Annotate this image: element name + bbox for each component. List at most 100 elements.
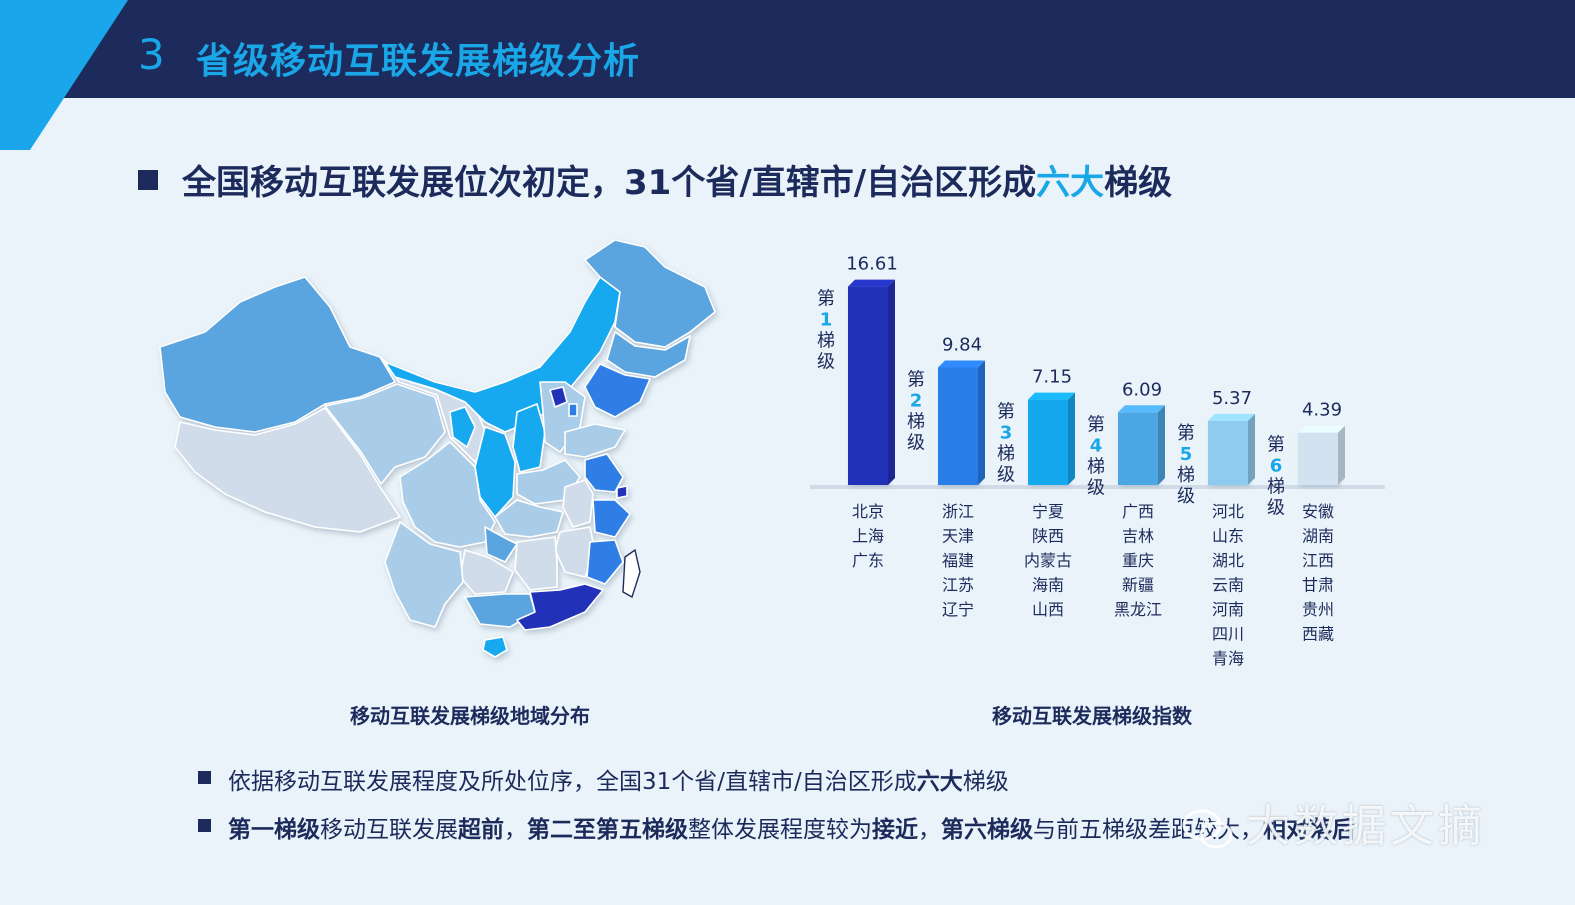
province-label: 湖北	[1212, 551, 1244, 570]
bar-1-top	[848, 279, 895, 287]
province-label: 江西	[1302, 551, 1334, 570]
bar-6-side	[1338, 425, 1345, 485]
map-caption: 移动互联发展梯级地域分布	[350, 704, 590, 728]
region-hubei	[494, 499, 564, 538]
bar-1-side	[888, 279, 895, 485]
region-shanxi	[512, 403, 546, 473]
headline-highlight: 六大	[1036, 163, 1105, 203]
bullet-1-text: 依据移动互联发展程度及所处位序，全国31个省/直辖市/自治区形成六大梯级	[228, 769, 1009, 795]
bullet-segment: 第一梯级	[228, 817, 320, 843]
tier-label-1-char: 级	[817, 352, 835, 373]
bar-4-side	[1158, 405, 1165, 485]
bar-2-top	[938, 360, 985, 368]
region-beijing	[549, 386, 568, 408]
province-label: 四川	[1212, 625, 1244, 644]
region-hunan	[514, 536, 558, 591]
bar-6-top	[1298, 425, 1345, 433]
bar-3-side	[1068, 392, 1075, 485]
region-ningxia	[449, 406, 476, 448]
bar-5-side	[1248, 413, 1255, 485]
bullet-2: 第一梯级移动互联发展超前，第二至第五梯级整体发展程度较为接近，第六梯级与前五梯级…	[198, 810, 1355, 858]
province-label: 山东	[1212, 527, 1244, 546]
province-label: 山西	[1032, 600, 1064, 619]
section-number: 3	[138, 30, 165, 79]
province-label: 广东	[852, 551, 884, 570]
region-zhejiang	[592, 499, 631, 538]
province-label: 青海	[1212, 649, 1244, 668]
bullet-segment: 六大	[916, 769, 963, 795]
tier-label-6-char: 6	[1270, 456, 1283, 477]
bullet-segment: 梯级	[962, 769, 1009, 795]
china-tier-map	[145, 232, 735, 672]
region-anhui	[562, 479, 594, 528]
bar-2	[938, 367, 978, 485]
bullet-segment: 整体发展程度较为	[688, 817, 872, 843]
header-accent-stripe	[0, 0, 128, 150]
tier-label-2-char: 级	[907, 432, 925, 453]
region-tianjin	[568, 403, 578, 417]
bar-3	[1028, 399, 1068, 485]
province-label: 吉林	[1122, 527, 1154, 546]
bar-1	[848, 286, 888, 485]
value-label-1: 16.61	[846, 254, 898, 275]
header-bar	[0, 0, 1575, 98]
tier-label-5-char: 5	[1180, 444, 1193, 465]
chart-caption: 移动互联发展梯级指数	[992, 704, 1192, 728]
tier-label-4-char: 第	[1087, 414, 1105, 435]
bullet-segment: 第六梯级	[941, 817, 1033, 843]
bullet-segment: 超前	[458, 817, 504, 843]
region-liaoning	[584, 363, 651, 418]
tier-label-3-char: 梯	[997, 444, 1015, 465]
province-label: 内蒙古	[1024, 551, 1072, 570]
bar-6	[1298, 432, 1338, 485]
province-label: 重庆	[1122, 551, 1154, 570]
bullet-segment: 相对落后	[1263, 817, 1355, 843]
province-label: 海南	[1032, 576, 1064, 595]
region-jilin	[606, 331, 691, 378]
bullet-segment: 移动互联发展	[320, 817, 458, 843]
tier-label-2-char: 2	[910, 390, 923, 411]
tier-label-5-char: 梯	[1177, 465, 1195, 486]
value-label-3: 7.15	[1032, 367, 1072, 388]
province-label: 河北	[1212, 502, 1244, 521]
province-label: 安徽	[1302, 502, 1334, 521]
tier-label-4-char: 4	[1090, 435, 1103, 456]
region-guangdong	[516, 583, 604, 631]
headline: 全国移动互联发展位次初定，31个省/直辖市/自治区形成六大梯级	[138, 155, 1172, 204]
bullet-segment: ，	[504, 817, 527, 843]
tier-label-6-char: 级	[1267, 498, 1285, 519]
region-heilongjiang	[584, 239, 716, 348]
tier-label-1-char: 第	[817, 289, 835, 310]
tier-label-1-char: 梯	[817, 331, 835, 352]
region-xinjiang	[159, 276, 396, 433]
bullet-1: 依据移动互联发展程度及所处位序，全国31个省/直辖市/自治区形成六大梯级	[198, 762, 1355, 810]
bullet-2-text: 第一梯级移动互联发展超前，第二至第五梯级整体发展程度较为接近，第六梯级与前五梯级…	[228, 817, 1355, 843]
wechat-icon	[1182, 809, 1233, 849]
value-label-2: 9.84	[942, 334, 982, 355]
section-title: 省级移动互联发展梯级分析	[196, 41, 641, 82]
tier-label-3-char: 第	[997, 402, 1015, 423]
tier-label-3-char: 3	[1000, 423, 1013, 444]
bar-5	[1208, 420, 1248, 485]
bar-2-side	[978, 360, 985, 485]
tier-label-5-char: 第	[1177, 423, 1195, 444]
bullet-segment: ，	[918, 817, 941, 843]
province-label: 甘肃	[1302, 576, 1334, 595]
value-label-5: 5.37	[1212, 388, 1252, 409]
province-label: 广西	[1122, 502, 1154, 521]
province-label: 浙江	[942, 502, 974, 521]
tier-label-6-char: 第	[1267, 435, 1285, 456]
bar-3-top	[1028, 392, 1075, 400]
province-label: 黑龙江	[1114, 600, 1162, 619]
province-label: 上海	[852, 527, 884, 546]
province-label: 天津	[942, 527, 974, 546]
region-yunnan	[384, 521, 464, 628]
province-label: 贵州	[1302, 600, 1334, 619]
headline-bullet	[138, 170, 158, 190]
tier-label-5-char: 级	[1177, 486, 1195, 507]
province-label: 新疆	[1122, 576, 1154, 595]
tier-label-2-char: 第	[907, 369, 925, 390]
province-label: 宁夏	[1032, 502, 1064, 521]
headline-suffix: 梯级	[1104, 163, 1173, 203]
value-label-4: 6.09	[1122, 379, 1162, 400]
